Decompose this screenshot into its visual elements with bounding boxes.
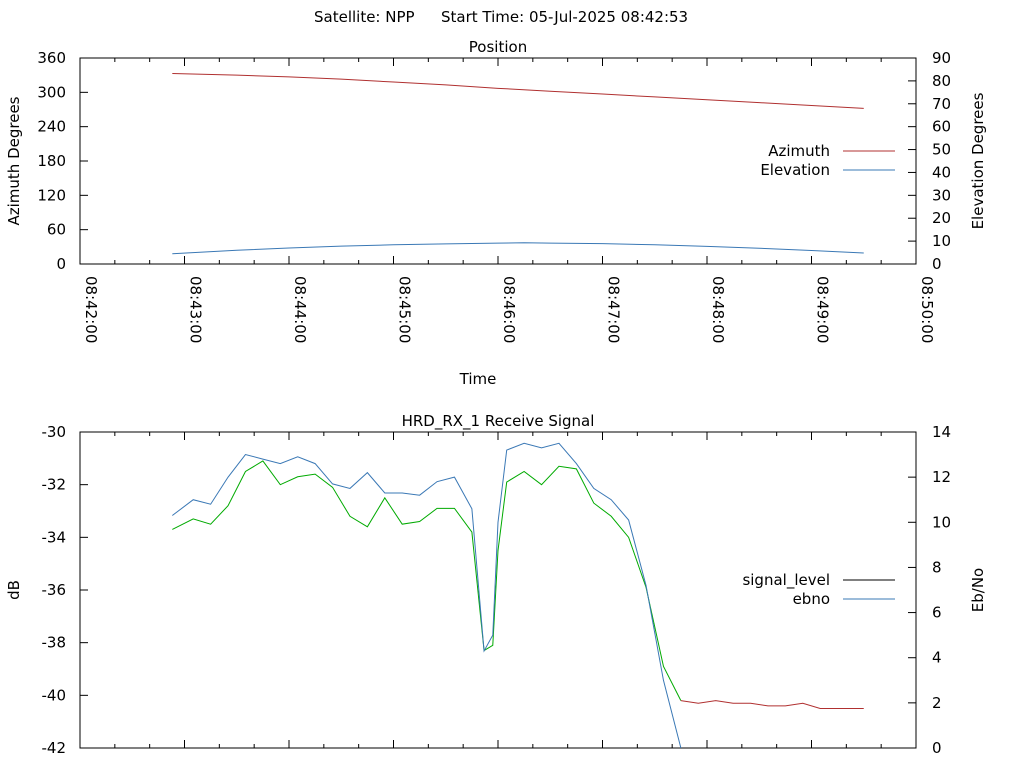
series-line-Elevation — [172, 242, 864, 255]
y-tick-label: -30 — [42, 423, 67, 441]
y-tick-label: 0 — [56, 255, 66, 273]
x-tick-label: 08:47:00 — [605, 276, 623, 343]
y2-tick-label: 90 — [932, 49, 951, 67]
satellite-label: Satellite: NPP — [314, 8, 415, 26]
y2-tick-label: 6 — [932, 604, 942, 622]
y2-tick-label: 20 — [932, 209, 951, 227]
y-tick-label: 180 — [37, 152, 66, 170]
series-line-signal_level — [172, 460, 682, 701]
y-tick-label: 300 — [37, 83, 66, 101]
chart-title: HRD_RX_1 Receive Signal — [402, 412, 595, 431]
series-line-signal_level-tail — [680, 700, 864, 709]
legend-label: Azimuth — [768, 142, 830, 160]
y2-tick-label: 8 — [932, 558, 942, 576]
y2-tick-label: 14 — [932, 423, 951, 441]
chart-title: Position — [469, 38, 527, 56]
y-tick-label: 120 — [37, 186, 66, 204]
y2-tick-label: 30 — [932, 186, 951, 204]
legend-label: ebno — [793, 590, 830, 608]
y2-tick-label: 70 — [932, 95, 951, 113]
y2-tick-label: 2 — [932, 694, 942, 712]
x-tick-label: 08:42:00 — [82, 276, 100, 343]
y-tick-label: -38 — [42, 634, 67, 652]
position-chart: Position 08:42:00 08:43:00 08:44:00 08:45:00… — [5, 38, 987, 388]
x-tick-label: 08:46:00 — [500, 276, 518, 343]
start-time-label: Start Time: 05-Jul-2025 08:42:53 — [441, 8, 688, 26]
series-line-Azimuth — [172, 72, 864, 109]
y2-tick-label: 4 — [932, 649, 942, 667]
legend-label: signal_level — [742, 571, 830, 590]
y-tick-label: -40 — [42, 686, 67, 704]
receive-signal-chart: HRD_RX_1 Receive Signal -42 -40 -38 -36 -34 -3… — [5, 412, 987, 757]
plot-frame — [79, 431, 917, 749]
x-tick-label: 08:43:00 — [187, 276, 205, 343]
y-tick-label: -36 — [42, 581, 67, 599]
y2-tick-label: 40 — [932, 163, 951, 181]
y-tick-label: 60 — [47, 221, 66, 239]
y-tick-label: -32 — [42, 476, 67, 494]
y2-tick-label: 10 — [932, 513, 951, 531]
y2-tick-label: 50 — [932, 141, 951, 159]
y2-tick-label: 10 — [932, 232, 951, 250]
x-tick-label: 08:49:00 — [814, 276, 832, 343]
y2-tick-label: 60 — [932, 118, 951, 136]
series-line-ebno — [172, 442, 682, 749]
y-axis-label: dB — [5, 580, 23, 600]
y-tick-label: -34 — [42, 528, 67, 546]
y-axis-label: Azimuth Degrees — [5, 96, 23, 225]
y-tick-label: 360 — [37, 49, 66, 67]
y2-axis-label: Elevation Degrees — [969, 92, 987, 229]
x-axis-label: Time — [459, 370, 497, 388]
x-tick-label: 08:44:00 — [291, 276, 309, 343]
y2-tick-label: 80 — [932, 72, 951, 90]
y2-tick-label: 0 — [932, 739, 942, 757]
x-tick-label: 08:50:00 — [918, 276, 936, 343]
y2-tick-label: 0 — [932, 255, 942, 273]
y-tick-label: -42 — [42, 739, 67, 757]
legend-label: Elevation — [760, 161, 830, 179]
y-tick-label: 240 — [37, 118, 66, 136]
x-tick-label: 08:48:00 — [709, 276, 727, 343]
y2-axis-label: Eb/No — [969, 568, 987, 612]
x-tick-label: 08:45:00 — [396, 276, 414, 343]
y2-tick-label: 12 — [932, 468, 951, 486]
